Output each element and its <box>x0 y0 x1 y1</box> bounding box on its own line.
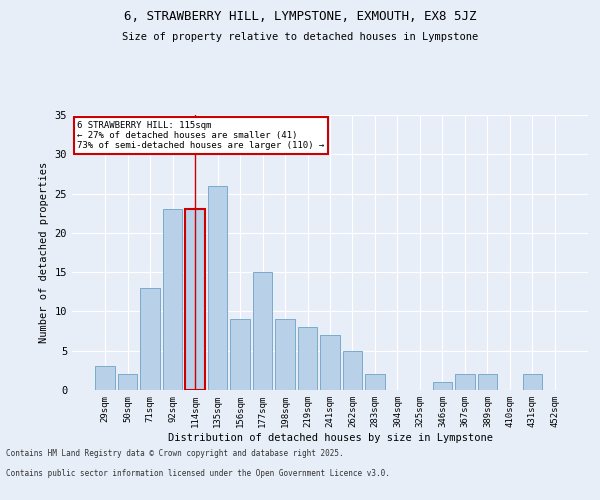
Text: 6 STRAWBERRY HILL: 115sqm
← 27% of detached houses are smaller (41)
73% of semi-: 6 STRAWBERRY HILL: 115sqm ← 27% of detac… <box>77 120 325 150</box>
Bar <box>455 374 475 390</box>
Bar <box>433 382 452 390</box>
Text: Contains public sector information licensed under the Open Government Licence v3: Contains public sector information licen… <box>6 468 390 477</box>
Y-axis label: Number of detached properties: Number of detached properties <box>39 162 49 343</box>
Text: 6, STRAWBERRY HILL, LYMPSTONE, EXMOUTH, EX8 5JZ: 6, STRAWBERRY HILL, LYMPSTONE, EXMOUTH, … <box>124 10 476 23</box>
Bar <box>95 366 115 390</box>
Bar <box>275 320 295 390</box>
Bar <box>208 186 227 390</box>
Text: Contains HM Land Registry data © Crown copyright and database right 2025.: Contains HM Land Registry data © Crown c… <box>6 448 344 458</box>
Text: Size of property relative to detached houses in Lympstone: Size of property relative to detached ho… <box>122 32 478 42</box>
Bar <box>185 210 205 390</box>
Bar <box>365 374 385 390</box>
Bar <box>230 320 250 390</box>
Bar <box>343 350 362 390</box>
Bar <box>478 374 497 390</box>
Bar <box>298 327 317 390</box>
Bar <box>163 210 182 390</box>
Bar <box>320 335 340 390</box>
Bar <box>523 374 542 390</box>
Bar <box>140 288 160 390</box>
X-axis label: Distribution of detached houses by size in Lympstone: Distribution of detached houses by size … <box>167 432 493 442</box>
Bar <box>118 374 137 390</box>
Bar <box>253 272 272 390</box>
